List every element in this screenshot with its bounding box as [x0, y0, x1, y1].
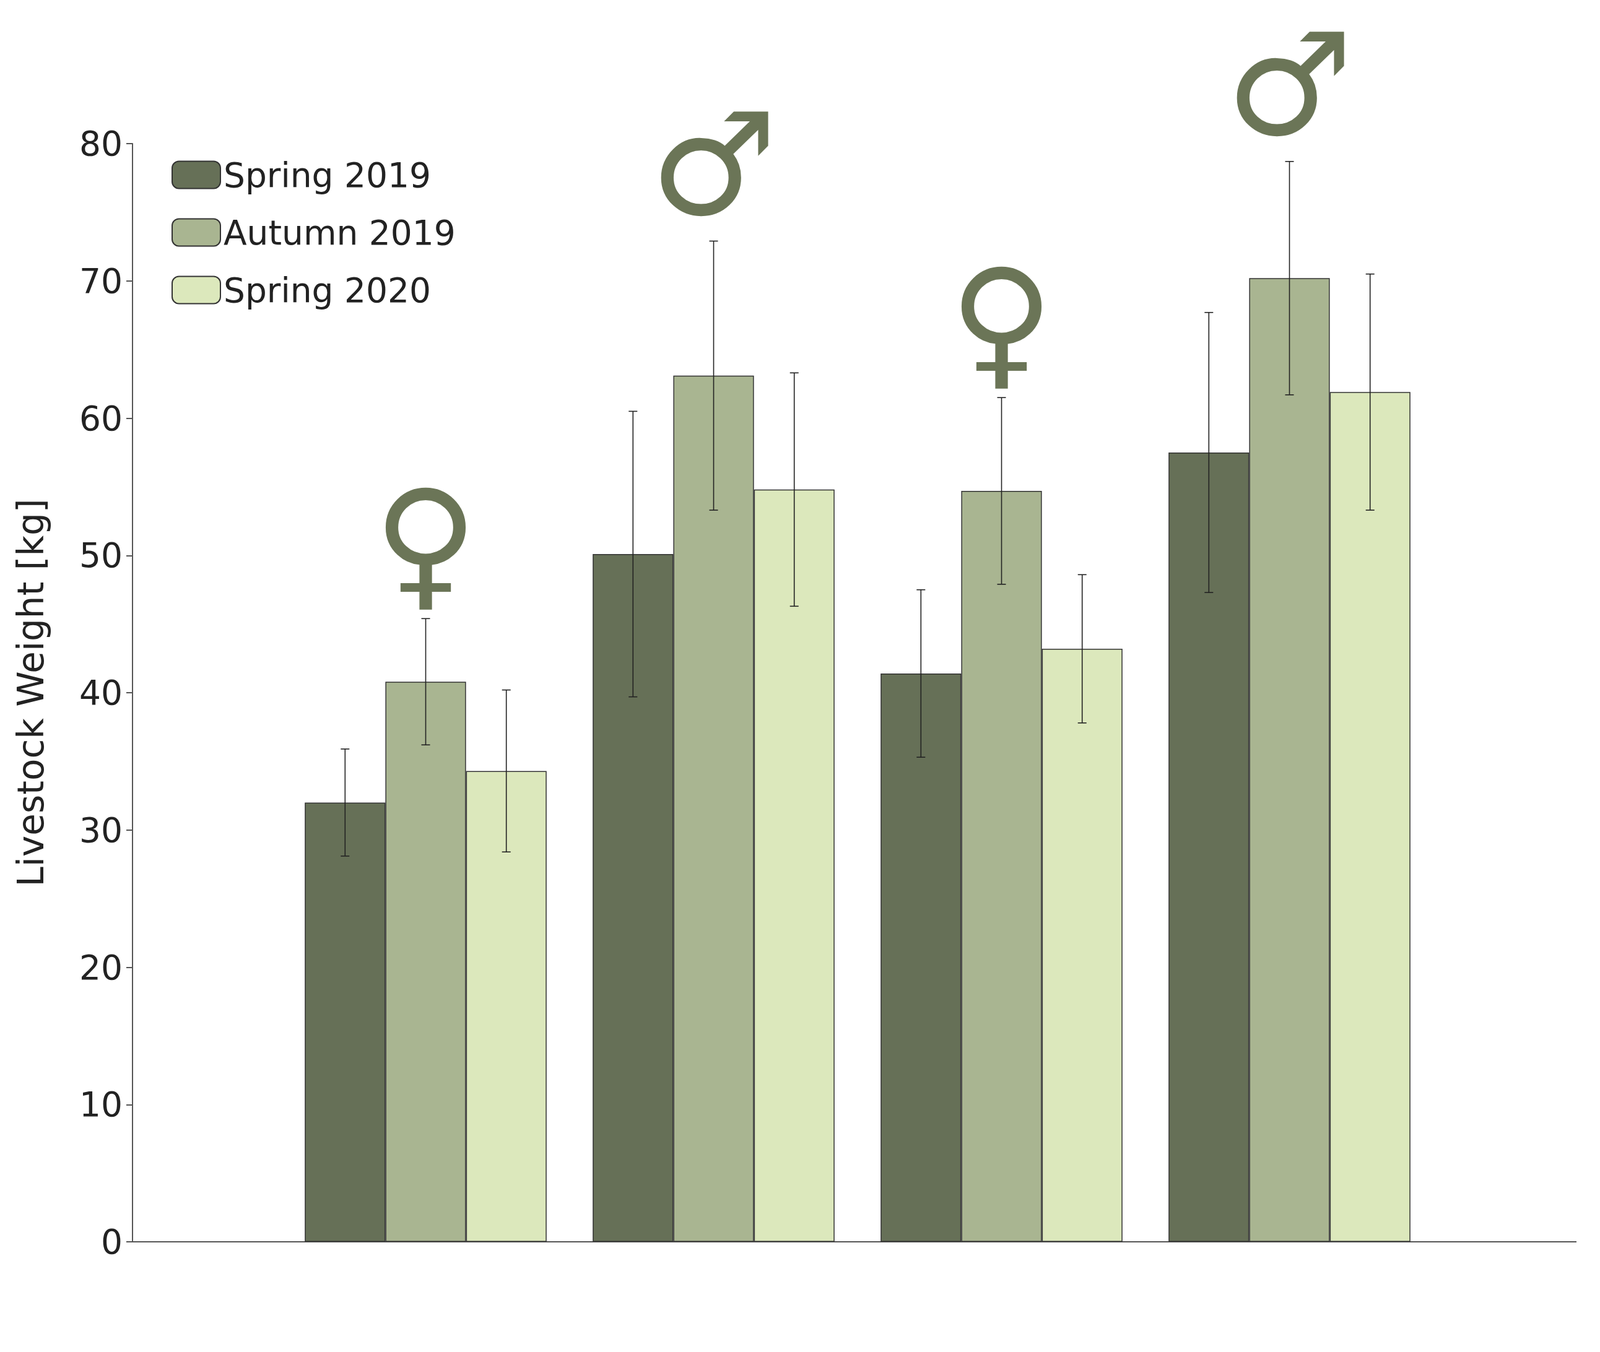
svg-text:80: 80 [79, 123, 123, 164]
svg-text:40: 40 [79, 673, 123, 713]
svg-text:10: 10 [79, 1084, 123, 1125]
svg-text:20: 20 [79, 947, 123, 988]
svg-text:Livestock Weight [kg]: Livestock Weight [kg] [9, 499, 53, 888]
svg-text:Autumn 2019: Autumn 2019 [223, 213, 456, 253]
svg-text:70: 70 [79, 261, 123, 301]
svg-text:Spring 2019: Spring 2019 [223, 155, 431, 196]
svg-text:♀: ♀ [949, 239, 1054, 405]
svg-text:♀: ♀ [373, 460, 478, 626]
svg-text:0: 0 [100, 1222, 123, 1262]
svg-text:Spring 2020: Spring 2020 [223, 270, 431, 311]
svg-text:♂: ♂ [649, 82, 778, 248]
svg-text:♂: ♂ [1225, 2, 1353, 168]
svg-text:60: 60 [79, 398, 123, 439]
svg-text:30: 30 [79, 810, 123, 851]
svg-text:50: 50 [79, 535, 123, 576]
